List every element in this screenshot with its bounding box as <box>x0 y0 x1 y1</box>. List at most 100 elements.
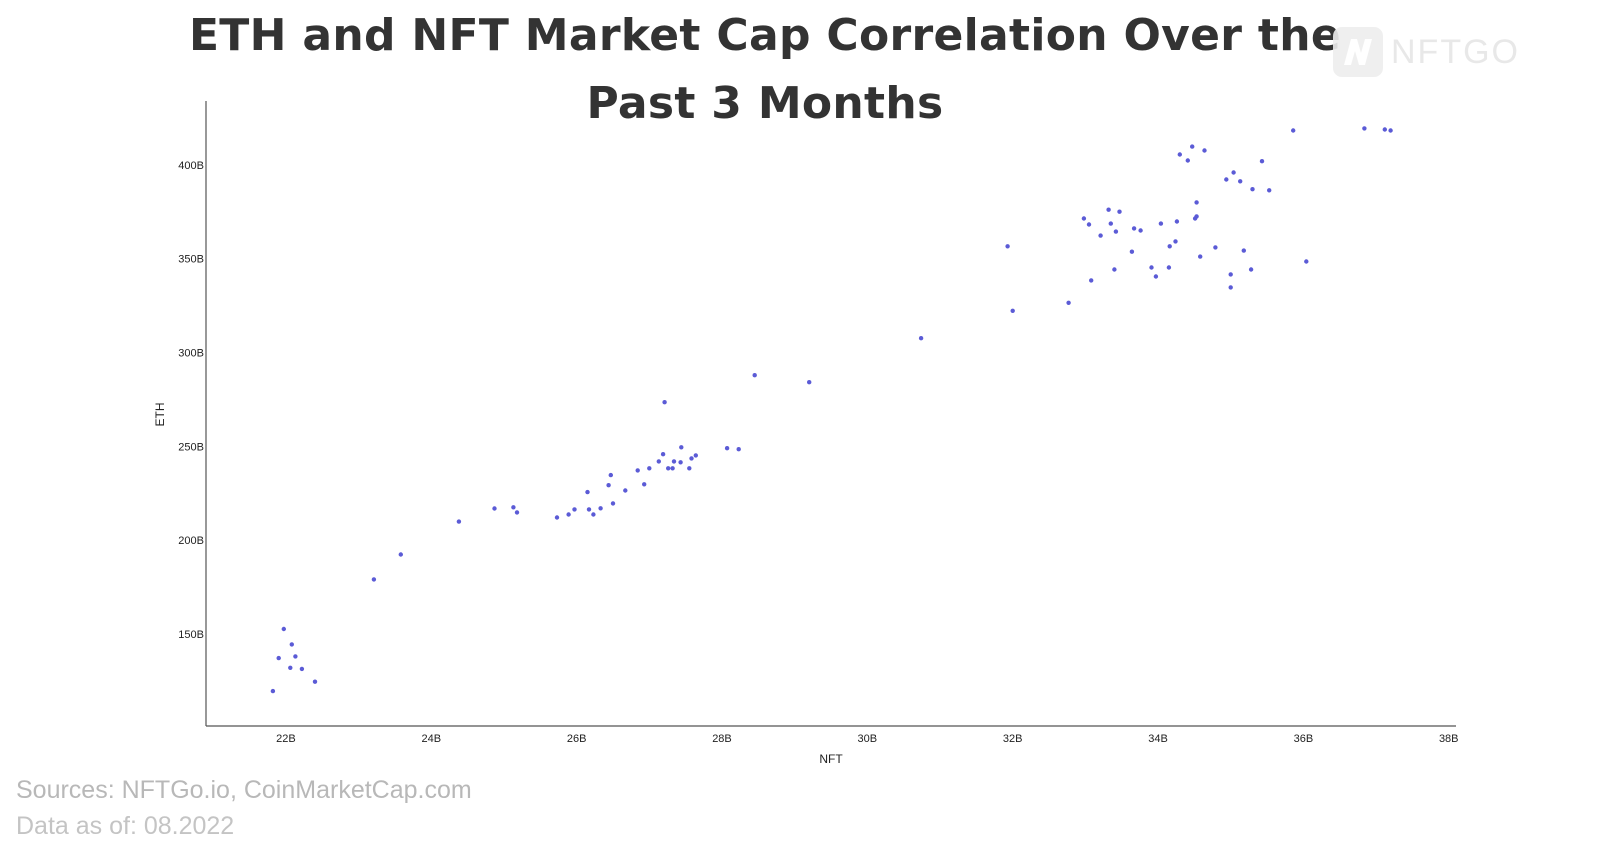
data-point <box>1129 249 1135 254</box>
data-point <box>1241 248 1247 253</box>
data-point <box>671 459 677 464</box>
y-tick-labels: 150B 200B 250B 300B 350B 400B <box>178 160 204 641</box>
data-point <box>1005 244 1010 249</box>
x-tick-label: 28B <box>712 733 732 745</box>
x-tick-label: 38B <box>1439 733 1459 745</box>
y-tick-label: 400B <box>178 160 204 172</box>
data-point <box>1185 158 1191 163</box>
data-point <box>1173 239 1178 244</box>
data-points <box>270 126 1393 694</box>
data-point <box>1259 159 1265 164</box>
data-point <box>270 688 276 694</box>
x-tick-label: 22B <box>276 733 296 745</box>
data-point <box>1167 244 1172 249</box>
data-point <box>647 466 652 471</box>
data-point <box>1291 128 1296 133</box>
data-point <box>918 336 924 341</box>
y-tick-label: 300B <box>178 348 204 360</box>
data-point <box>566 512 571 517</box>
data-point <box>1190 144 1195 149</box>
data-point <box>610 501 616 506</box>
data-point <box>689 456 694 461</box>
data-point <box>693 453 698 458</box>
data-point <box>289 642 294 647</box>
data-point <box>1177 152 1183 157</box>
data-point <box>1228 272 1233 277</box>
x-tick-label: 24B <box>422 733 442 745</box>
data-point <box>1166 265 1172 270</box>
data-point <box>281 626 286 632</box>
data-point <box>1086 222 1092 227</box>
data-point <box>1267 188 1272 193</box>
y-axis-label: ETH <box>153 403 167 427</box>
sources-note: Sources: NFTGo.io, CoinMarketCap.com <box>16 776 472 804</box>
data-point <box>1098 233 1103 238</box>
data-point <box>293 654 298 659</box>
data-point <box>1131 226 1137 231</box>
x-axis-label: NFT <box>819 752 843 766</box>
x-tick-label: 36B <box>1294 733 1314 745</box>
nftgo-logo: NFTGO <box>1333 27 1520 77</box>
data-point <box>666 466 671 471</box>
chart-title: ETH and NFT Market Cap Correlation Over … <box>188 10 1342 129</box>
data-point <box>1089 278 1094 283</box>
date-note: Data as of: 08.2022 <box>16 812 235 840</box>
data-point <box>1388 128 1393 133</box>
data-point <box>299 666 305 672</box>
data-point <box>623 488 628 493</box>
data-point <box>312 679 318 684</box>
data-point <box>1250 187 1255 192</box>
data-point <box>1174 219 1180 224</box>
data-point <box>1138 228 1143 233</box>
data-point <box>1202 148 1207 153</box>
data-point <box>1066 300 1071 305</box>
x-tick-label: 34B <box>1148 733 1168 745</box>
data-point <box>456 519 462 524</box>
data-point <box>1081 216 1087 221</box>
y-tick-label: 150B <box>178 629 204 641</box>
data-point <box>752 373 757 378</box>
data-point <box>679 445 684 450</box>
data-point <box>276 655 281 661</box>
data-point <box>606 483 611 488</box>
x-tick-label: 26B <box>567 733 587 745</box>
data-point <box>736 447 741 452</box>
data-point <box>678 460 683 465</box>
data-point <box>585 489 590 495</box>
data-point <box>1112 267 1117 272</box>
data-point <box>1304 259 1309 264</box>
data-point <box>1224 177 1229 182</box>
data-point <box>398 552 403 557</box>
nftgo-logo-icon <box>1333 27 1383 77</box>
data-point <box>1382 127 1388 132</box>
data-point <box>511 505 516 510</box>
data-point <box>1108 221 1114 226</box>
data-point <box>660 452 666 457</box>
data-point <box>288 665 293 670</box>
data-point <box>1149 265 1154 270</box>
data-point <box>608 472 613 478</box>
data-point <box>724 446 730 451</box>
data-point <box>656 459 661 464</box>
data-point <box>1198 254 1203 259</box>
data-point <box>554 515 560 520</box>
data-point <box>1248 267 1254 272</box>
data-point <box>642 482 647 487</box>
data-point <box>635 468 640 473</box>
data-point <box>1117 209 1122 214</box>
y-tick-label: 250B <box>178 441 204 453</box>
data-point <box>514 510 520 515</box>
data-point <box>492 506 497 511</box>
data-point <box>807 380 812 385</box>
data-point <box>591 512 596 517</box>
data-point <box>1213 245 1218 250</box>
x-tick-label: 32B <box>1003 733 1023 745</box>
data-point <box>662 400 667 405</box>
y-tick-label: 350B <box>178 254 204 266</box>
data-point <box>1231 170 1236 175</box>
data-point <box>670 466 675 471</box>
data-point <box>586 507 592 512</box>
data-point <box>1010 308 1015 313</box>
logo-text: NFTGO <box>1391 32 1520 71</box>
